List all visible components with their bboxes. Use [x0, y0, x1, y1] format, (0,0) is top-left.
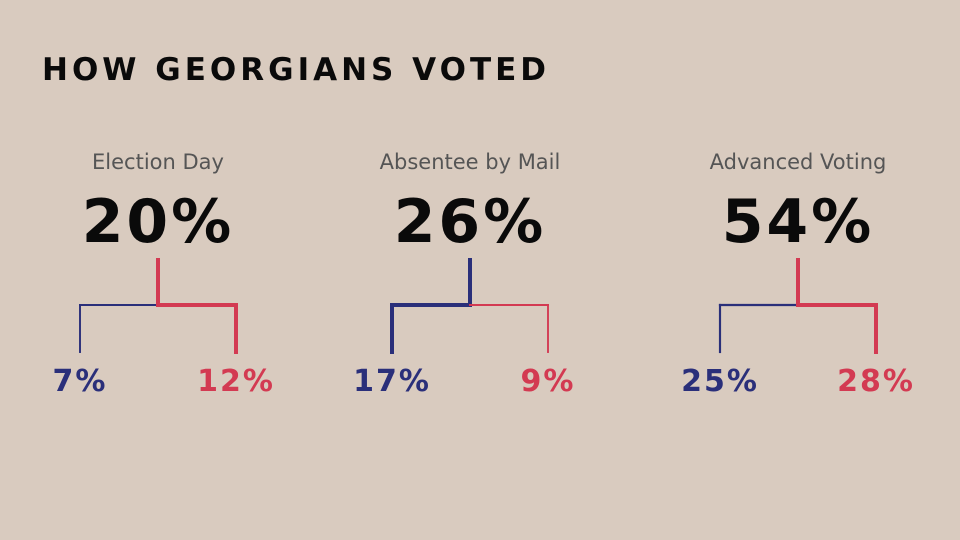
- panel-election-day: Election Day 20% 7% 12%: [8, 140, 308, 420]
- part-value-blue: 7%: [52, 364, 108, 399]
- part-value-red: 9%: [520, 364, 576, 399]
- part-value-red: 12%: [197, 364, 275, 399]
- total-value: 26%: [393, 187, 547, 257]
- total-value: 20%: [81, 187, 235, 257]
- split-bracket: [79, 258, 238, 354]
- category-label: Advanced Voting: [709, 150, 887, 174]
- panel-advanced-voting: Advanced Voting 54% 25% 28%: [648, 140, 948, 420]
- split-bracket: [390, 258, 549, 354]
- part-value-red: 28%: [837, 364, 915, 399]
- panel-absentee-by-mail: Absentee by Mail 26% 17% 9%: [320, 140, 620, 420]
- category-label: Election Day: [92, 150, 224, 174]
- split-bracket: [718, 258, 878, 354]
- category-label: Absentee by Mail: [379, 150, 561, 174]
- part-value-blue: 25%: [681, 364, 759, 399]
- chart-title: HOW GEORGIANS VOTED: [42, 52, 551, 88]
- total-value: 54%: [721, 187, 875, 257]
- part-value-blue: 17%: [353, 364, 431, 399]
